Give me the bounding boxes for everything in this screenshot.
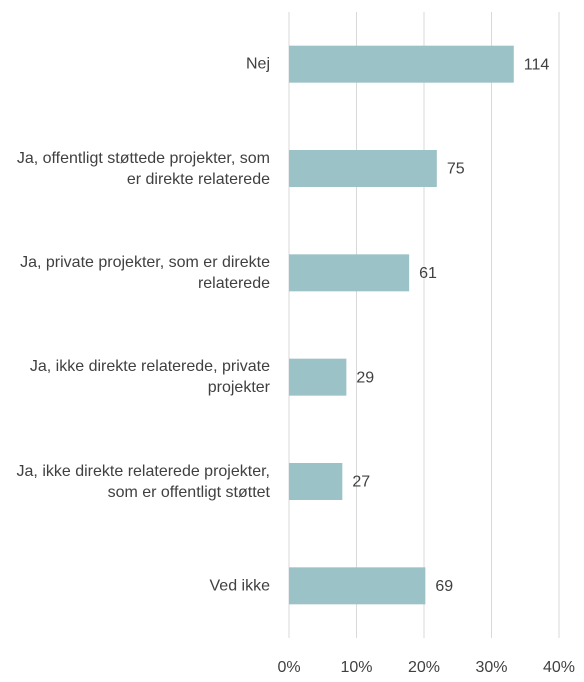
x-tick-label: 0% <box>277 659 300 676</box>
bar <box>289 254 410 292</box>
bar <box>289 567 426 605</box>
data-label: 27 <box>352 474 370 491</box>
y-tick-label: Ved ikke <box>209 577 270 595</box>
y-tick-label: Ja, offentligt støttede projekter, som e… <box>16 149 270 188</box>
y-tick-label: Ja, ikke direkte relaterede projekter, s… <box>16 462 270 501</box>
bar <box>289 358 347 396</box>
data-label: 75 <box>447 161 465 178</box>
data-label: 114 <box>524 56 550 73</box>
y-tick-label: Ja, ikke direkte relaterede, private pro… <box>29 358 270 397</box>
y-tick-label: Ja, private projekter, som er direkte re… <box>20 253 270 292</box>
data-label: 29 <box>356 369 374 386</box>
y-tick-label: Nej <box>245 55 270 73</box>
bar <box>289 150 437 187</box>
x-tick-label: 40% <box>543 659 575 676</box>
x-tick-label: 10% <box>340 659 372 676</box>
data-label: 69 <box>435 578 453 595</box>
x-tick-label: 30% <box>475 659 507 676</box>
bar <box>289 45 514 83</box>
bar <box>289 463 343 500</box>
data-label: 61 <box>419 265 437 282</box>
x-tick-label: 20% <box>408 659 440 676</box>
